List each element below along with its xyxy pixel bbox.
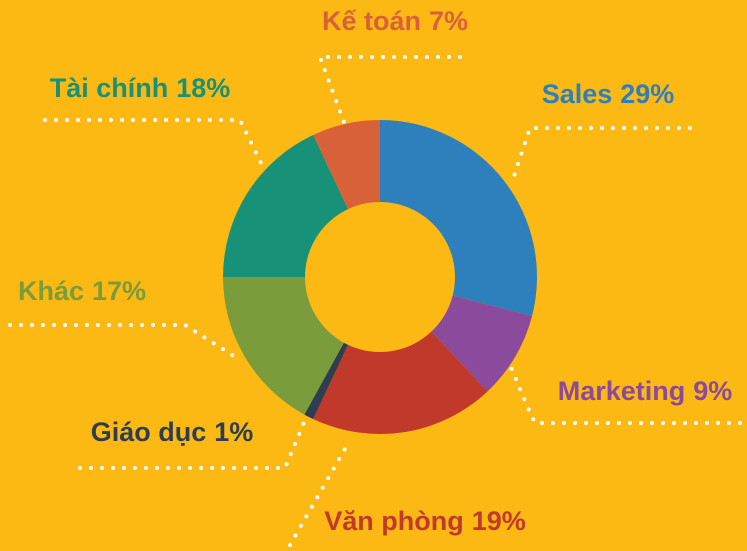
donut-slice <box>380 120 537 317</box>
leader-line <box>8 323 242 362</box>
value-label: 9% <box>693 376 732 406</box>
donut-slice <box>313 120 380 210</box>
donut-slice <box>223 277 344 415</box>
value-label: 1% <box>214 417 253 447</box>
category-label: Tài chính <box>50 73 169 103</box>
value-label: 29% <box>620 79 674 109</box>
donut-slice <box>304 342 349 420</box>
leader-line <box>43 118 264 167</box>
slice-label: Sales 29% <box>542 79 675 109</box>
slice-label: Kế toán 7% <box>322 6 468 36</box>
donut-slice <box>431 295 533 392</box>
leader-line <box>510 126 692 184</box>
slice-label: Giáo dục 1% <box>91 417 254 447</box>
donut-slice <box>223 134 349 277</box>
leader-line <box>317 55 462 127</box>
category-label: Văn phòng <box>324 506 463 536</box>
value-label: 7% <box>429 6 468 36</box>
slice-label: Khác 17% <box>18 276 146 306</box>
value-label: 18% <box>176 73 230 103</box>
category-label: Giáo dục <box>91 417 207 447</box>
slice-label: Marketing 9% <box>558 376 733 406</box>
slice-label: Văn phòng 19% <box>324 506 526 536</box>
value-label: 17% <box>92 276 146 306</box>
leader-line <box>288 438 352 547</box>
category-label: Sales <box>542 79 613 109</box>
donut-slice <box>313 331 488 435</box>
category-label: Kế toán <box>322 6 421 36</box>
slice-label: Tài chính 18% <box>50 73 231 103</box>
category-label: Marketing <box>558 376 686 406</box>
category-label: Khác <box>18 276 84 306</box>
value-label: 19% <box>472 506 526 536</box>
